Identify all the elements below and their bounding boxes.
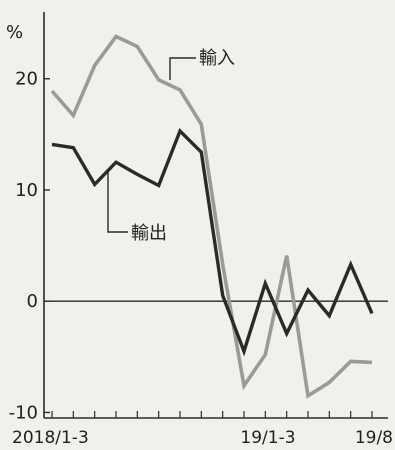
x-tick-label: 2018/1-3 <box>12 428 89 448</box>
y-tick-label: 10 <box>15 180 38 201</box>
y-unit-label: % <box>6 22 23 43</box>
axes: -10 0 10 20% 2018/1-3 19/1-3 19/8 <box>6 12 393 448</box>
x-tick-label: 19/1-3 <box>240 428 295 448</box>
series-label-imports: 輸入 <box>199 48 235 69</box>
x-tick-label: 19/8 <box>355 428 393 448</box>
y-tick-label: 20 <box>15 69 38 90</box>
y-tick-label: 0 <box>27 291 38 312</box>
series-line-imports <box>50 34 373 399</box>
series-layer <box>50 34 374 399</box>
imports-leader-line <box>169 57 196 80</box>
series-label-exports: 輸出 <box>131 223 167 244</box>
y-tick-label: -10 <box>9 402 38 423</box>
series-line-exports <box>51 127 374 357</box>
exports-leader-line <box>107 172 128 233</box>
